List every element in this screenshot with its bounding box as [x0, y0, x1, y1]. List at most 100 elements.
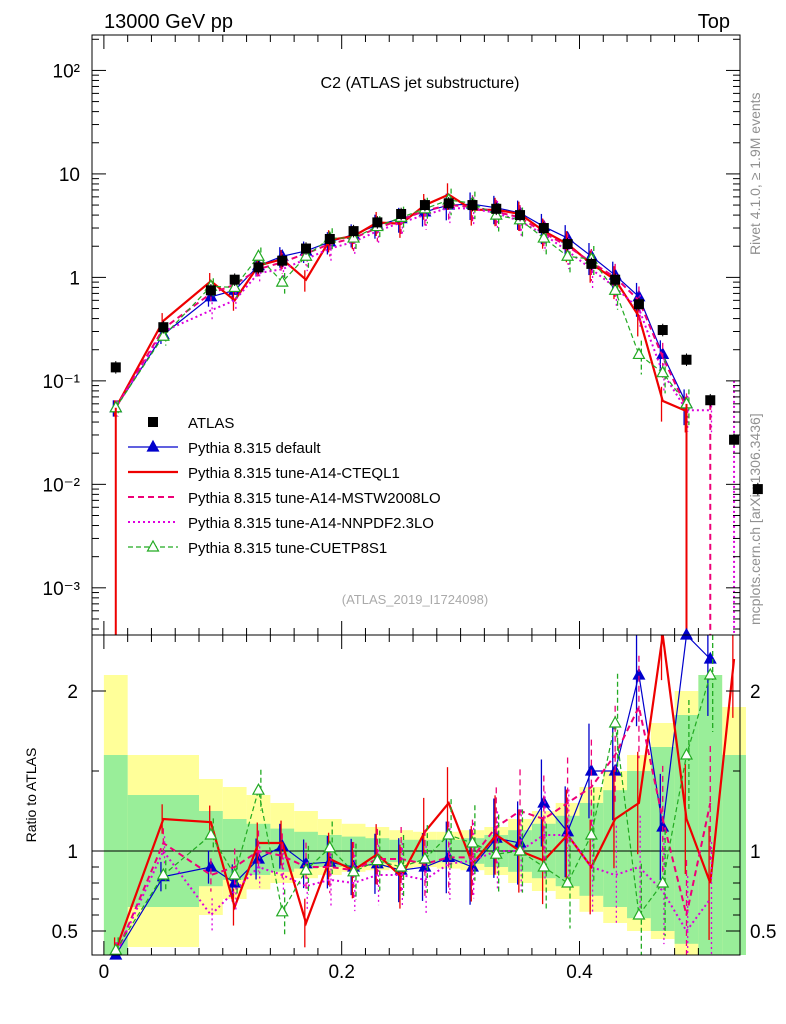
main-ytick-label: 10 — [59, 165, 80, 186]
data-point — [277, 255, 288, 266]
data-point — [372, 217, 383, 228]
ratio-point — [228, 867, 242, 880]
data-point — [158, 322, 169, 333]
main-axes: 10² 10 1 10⁻¹ 10⁻² 10⁻³ — [43, 35, 740, 635]
ratio-point — [561, 875, 575, 888]
data-point — [443, 198, 454, 209]
data-point — [515, 210, 526, 221]
data-point — [681, 354, 692, 365]
legend-marker — [146, 439, 160, 452]
mc-line-1 — [114, 193, 687, 413]
ratio-band-green — [579, 803, 604, 896]
ratio-point — [513, 843, 527, 856]
ratio-point — [537, 859, 551, 872]
mc-point — [299, 249, 313, 261]
ratio-point — [679, 627, 694, 640]
data-point — [705, 395, 716, 406]
ratio-band-green — [199, 811, 223, 887]
ratio-ytick-label-right: 1 — [750, 842, 761, 863]
mc-point — [275, 274, 289, 287]
mc-point — [561, 249, 575, 261]
data-point — [419, 200, 430, 211]
ratio-point — [251, 782, 265, 795]
data-point — [253, 262, 264, 273]
data-point — [205, 285, 216, 296]
mc-point — [656, 365, 670, 378]
data-point — [301, 243, 312, 254]
mcplots-label: mcplots.cern.ch [arXiv:1306.3436] — [747, 413, 763, 625]
ratio-point — [347, 864, 361, 877]
legend-label: Pythia 8.315 tune-A14-NNPDF2.3LO — [188, 515, 434, 532]
ratio-point — [656, 875, 670, 888]
data-point — [610, 274, 621, 285]
ratio-marks — [92, 627, 746, 960]
energy-label: 13000 GeV pp — [104, 11, 233, 33]
legend-marker-data — [148, 417, 158, 427]
xtick-label: 0.4 — [566, 962, 593, 983]
ratio-point — [442, 827, 456, 840]
analysis-watermark: (ATLAS_2019_I1724098) — [342, 592, 488, 607]
main-ytick-label: 10⁻¹ — [43, 372, 81, 393]
data-point — [467, 200, 478, 211]
data-point — [396, 208, 407, 219]
chart-title: C2 (ATLAS jet substructure) — [321, 75, 520, 92]
main-ytick-label: 1 — [69, 268, 80, 289]
ratio-band-green — [246, 823, 271, 875]
ratio-point — [489, 846, 503, 859]
ratio-point — [275, 904, 289, 917]
ratio-point — [109, 942, 123, 955]
mc-point — [228, 280, 242, 293]
data-point — [586, 258, 597, 269]
ratio-point — [323, 840, 337, 853]
ratio-point — [394, 859, 408, 872]
legend: ATLAS Pythia 8.315 default Pythia 8.315 tu… — [128, 415, 441, 557]
data-point — [562, 239, 573, 250]
ratio-point — [156, 867, 170, 880]
data-point — [229, 274, 240, 285]
ratio-ylabel: Ratio to ATLAS — [23, 748, 39, 843]
legend-label: Pythia 8.315 default — [188, 440, 321, 457]
data-point — [752, 484, 763, 495]
legend-label: Pythia 8.315 tune-CUETP8S1 — [188, 540, 387, 557]
ratio-band-green — [698, 675, 723, 955]
data-point — [729, 434, 740, 445]
mc-line-3 — [114, 206, 711, 412]
ratio-point — [584, 827, 598, 840]
ratio-point — [204, 827, 218, 840]
mc-point — [537, 230, 551, 243]
ratio-line-3 — [114, 834, 712, 956]
xtick-label: 0 — [99, 962, 110, 983]
mc-point — [608, 283, 622, 295]
main-marks — [109, 183, 763, 635]
ratio-ytick-label-right: 0.5 — [750, 922, 776, 943]
main-ytick-label: 10² — [53, 61, 80, 82]
xtick-label: 0.2 — [328, 962, 354, 983]
ratio-point — [679, 747, 694, 760]
ratio-ytick-label: 0.5 — [52, 922, 78, 943]
ratio-line-2 — [114, 703, 712, 956]
ratio-band-green — [603, 790, 628, 907]
ratio-point — [418, 851, 432, 864]
legend-marker — [146, 539, 160, 552]
data-point — [633, 299, 644, 310]
ratio-frame — [91, 634, 741, 956]
data-point — [110, 362, 121, 373]
data-point — [657, 325, 668, 336]
ratio-ytick-label: 1 — [67, 842, 78, 863]
mc-line-2 — [114, 204, 688, 409]
main-panel: 10² 10 1 10⁻¹ 10⁻² 10⁻³ C2 (ATLAS jet substru… — [43, 34, 763, 636]
ratio-line-4 — [115, 674, 711, 951]
data-point — [491, 203, 502, 214]
ratio-point — [370, 853, 384, 866]
data-point — [348, 226, 359, 237]
mc-point — [251, 249, 265, 261]
process-label: Top — [698, 11, 730, 33]
ratio-band-green — [722, 755, 746, 955]
legend-label: ATLAS — [188, 415, 234, 432]
ratio-band-green — [103, 755, 128, 955]
ratio-point — [299, 862, 313, 875]
ratio-ytick-label-right: 2 — [750, 682, 761, 703]
legend-label: Pythia 8.315 tune-A14-MSTW2008LO — [188, 490, 441, 507]
mc-line-0 — [115, 203, 688, 409]
